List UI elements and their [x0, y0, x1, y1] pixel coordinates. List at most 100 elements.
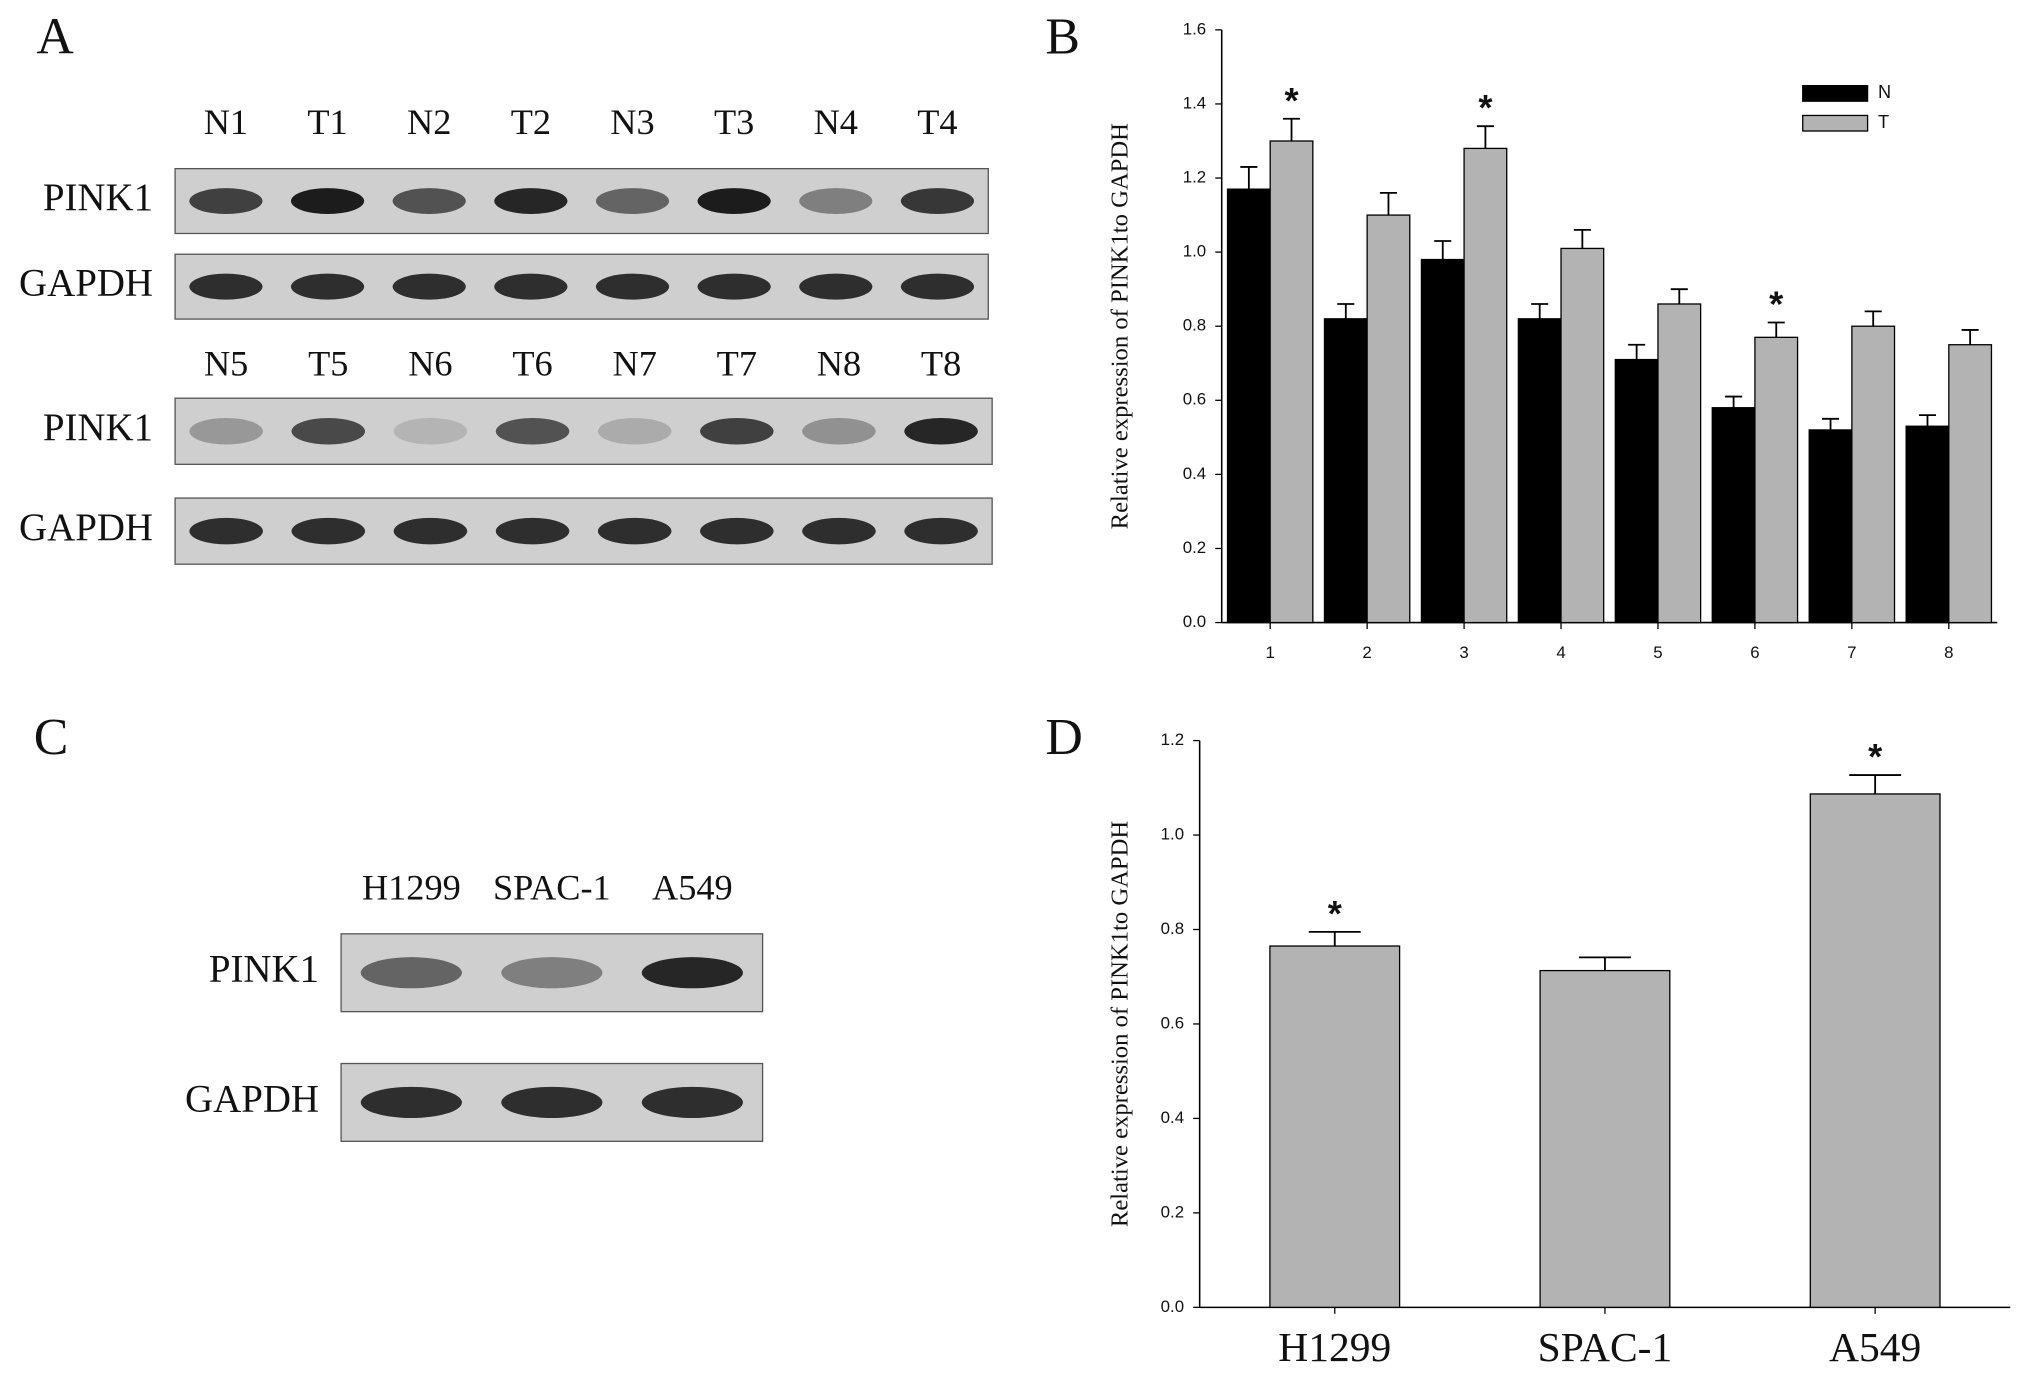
error-bar [1961, 329, 1979, 345]
error-bar [1864, 310, 1882, 327]
band [641, 957, 743, 989]
lane-label: T7 [717, 343, 757, 383]
lane-label: T4 [917, 102, 957, 142]
x-tick-label: 5 [1653, 643, 1662, 662]
band [495, 517, 570, 545]
error-bar [1767, 321, 1785, 338]
lane-label: H1299 [362, 867, 461, 907]
legend-swatch [1802, 84, 1869, 102]
protein-label: PINK1 [43, 406, 153, 449]
x-tick-label: A549 [1829, 1324, 1921, 1370]
x-tick-label: SPAC-1 [1538, 1324, 1673, 1370]
y-tick-label: 0.0 [1183, 612, 1206, 631]
panel-label: A [36, 8, 74, 65]
band [189, 418, 263, 445]
band [290, 273, 365, 300]
significance-mark: * [1478, 87, 1493, 128]
bar [1420, 258, 1465, 624]
lane-label: N1 [204, 102, 248, 142]
lane-label: N5 [204, 343, 248, 383]
band [494, 273, 568, 300]
lane-label: T1 [307, 102, 347, 142]
bar [1539, 969, 1671, 1308]
error-bar [1725, 395, 1743, 408]
lane-label: T8 [921, 343, 961, 383]
bar [1269, 945, 1401, 1308]
band [904, 517, 978, 545]
y-tick-label: 0.2 [1161, 1202, 1184, 1221]
y-tick-label: 1.0 [1183, 242, 1206, 261]
band [189, 273, 263, 300]
panel-label: D [1045, 709, 1082, 766]
bar [1366, 214, 1411, 624]
band [802, 517, 876, 545]
y-tick-label: 0.6 [1183, 390, 1206, 409]
error-bar [1240, 166, 1258, 190]
error-bar [1379, 191, 1397, 216]
y-axis-label: Relative expression of PINK1to GAPDH [1107, 123, 1134, 529]
bar [1226, 188, 1271, 624]
band [697, 273, 771, 300]
bar [1560, 247, 1605, 624]
lane-label: T2 [511, 102, 551, 142]
protein-label: GAPDH [19, 506, 153, 549]
error-bar [1337, 303, 1355, 319]
panel-label: B [1045, 8, 1080, 65]
bar [1905, 425, 1950, 624]
lane-label: N6 [408, 343, 452, 383]
error-bar [1434, 240, 1452, 260]
x-tick-label: 1 [1265, 643, 1274, 662]
error-bar [1531, 303, 1549, 319]
significance-mark: * [1328, 893, 1343, 934]
x-tick-label: 6 [1750, 643, 1759, 662]
significance-mark: * [1868, 736, 1883, 777]
error-bar [1282, 117, 1301, 141]
lane-label: T5 [308, 343, 348, 383]
bar [1463, 147, 1508, 624]
legend-label: T [1878, 112, 1889, 132]
error-bar [1670, 288, 1688, 304]
y-tick-label: 1.0 [1161, 824, 1184, 843]
band [501, 1086, 603, 1118]
lane-label: N2 [407, 102, 451, 142]
band [641, 1086, 743, 1118]
band [799, 188, 873, 215]
protein-label: PINK1 [43, 176, 153, 219]
y-tick-label: 0.8 [1183, 316, 1206, 335]
error-bar [1573, 228, 1591, 249]
y-tick-label: 0.0 [1161, 1297, 1184, 1316]
band [799, 273, 873, 300]
y-tick-label: 1.2 [1183, 167, 1206, 186]
protein-label: PINK1 [209, 948, 319, 991]
band [495, 418, 570, 445]
error-bar [1918, 414, 1937, 427]
lane-label: N8 [817, 343, 861, 383]
band [900, 273, 975, 300]
lane-label: SPAC-1 [493, 867, 611, 907]
error-bar [1849, 774, 1902, 794]
error-bar [1476, 125, 1494, 149]
band [700, 517, 774, 545]
error-bar [1308, 930, 1361, 947]
y-tick-label: 0.8 [1161, 919, 1184, 938]
protein-label: GAPDH [19, 262, 153, 305]
y-axis-label: Relative expression of PINK1to GAPDH [1107, 821, 1134, 1227]
significance-mark: * [1284, 80, 1299, 121]
x-tick-label: H1299 [1278, 1324, 1391, 1370]
y-tick-label: 0.4 [1183, 464, 1206, 483]
band [904, 418, 978, 445]
band [597, 517, 672, 545]
band [189, 188, 263, 215]
band [392, 273, 466, 300]
bar [1269, 140, 1314, 624]
lane-label: N3 [610, 102, 654, 142]
band [360, 1086, 462, 1118]
legend-label: N [1878, 82, 1891, 102]
bar [1809, 793, 1941, 1308]
x-tick-label: 4 [1556, 643, 1565, 662]
x-tick-label: 8 [1944, 643, 1953, 662]
bar [1808, 429, 1853, 624]
band [900, 188, 975, 215]
bar [1323, 318, 1368, 624]
